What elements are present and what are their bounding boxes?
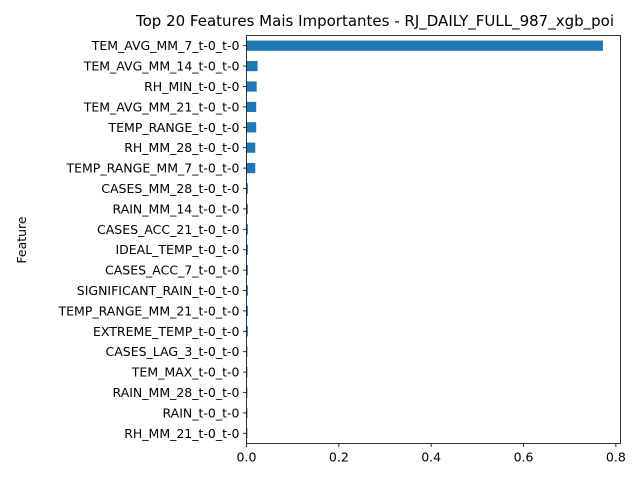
y-tick-label: RH_MM_28_t-0_t-0 xyxy=(124,140,239,155)
bar-3 xyxy=(246,101,257,112)
x-tick-label: 0.8 xyxy=(606,450,626,465)
bar-6 xyxy=(246,163,256,174)
y-tick-label: RH_MM_21_t-0_t-0 xyxy=(124,426,239,441)
bar-9 xyxy=(246,224,248,235)
chart-title: Top 20 Features Mais Importantes - RJ_DA… xyxy=(135,12,614,31)
y-tick-label: RH_MIN_t-0_t-0 xyxy=(144,79,239,94)
bar-0 xyxy=(246,40,603,51)
bar-13 xyxy=(246,305,248,316)
bar-17 xyxy=(246,387,248,398)
bar-11 xyxy=(246,265,248,276)
bar-18 xyxy=(246,407,248,418)
y-tick-label: CASES_LAG_3_t-0_t-0 xyxy=(106,344,240,359)
y-axis-label: Feature xyxy=(14,216,29,264)
y-tick-label: TEMP_RANGE_t-0_t-0 xyxy=(108,120,240,135)
x-tick-label: 0.0 xyxy=(237,450,257,465)
y-tick-labels: TEM_AVG_MM_7_t-0_t-0 TEM_AVG_MM_14_t-0_t-… xyxy=(58,38,247,441)
y-tick-label: CASES_ACC_21_t-0_t-0 xyxy=(97,222,240,237)
y-tick-label: TEM_AVG_MM_14_t-0_t-0 xyxy=(83,59,240,74)
y-tick-label: EXTREME_TEMP_t-0_t-0 xyxy=(93,324,240,339)
y-tick-label: TEM_MAX_t-0_t-0 xyxy=(131,365,240,380)
bars-group xyxy=(246,40,603,439)
y-tick-label: RAIN_MM_14_t-0_t-0 xyxy=(113,201,240,216)
y-tick-label: TEMP_RANGE_MM_21_t-0_t-0 xyxy=(58,303,240,318)
bar-14 xyxy=(246,326,248,337)
y-tick-label: IDEAL_TEMP_t-0_t-0 xyxy=(115,242,239,257)
bar-19 xyxy=(246,428,248,439)
axes-frame xyxy=(246,35,621,444)
bar-1 xyxy=(246,61,258,72)
y-tick-label: TEMP_RANGE_MM_7_t-0_t-0 xyxy=(65,161,239,176)
bar-15 xyxy=(246,346,248,357)
x-ticks: 0.0 0.2 0.4 0.6 0.8 xyxy=(237,443,626,465)
y-tick-label: CASES_MM_28_t-0_t-0 xyxy=(101,181,239,196)
y-tick-label: TEM_AVG_MM_21_t-0_t-0 xyxy=(83,99,240,114)
bar-5 xyxy=(246,142,256,153)
x-tick-label: 0.4 xyxy=(421,450,441,465)
x-tick-label: 0.6 xyxy=(514,450,534,465)
y-tick-label: SIGNIFICANT_RAIN_t-0_t-0 xyxy=(77,283,240,298)
bar-7 xyxy=(246,183,248,194)
y-tick-label: RAIN_t-0_t-0 xyxy=(163,405,240,420)
y-tick-label: CASES_ACC_7_t-0_t-0 xyxy=(105,263,240,278)
y-tick-label: RAIN_MM_28_t-0_t-0 xyxy=(113,385,240,400)
bar-8 xyxy=(246,203,248,214)
bar-2 xyxy=(246,81,257,92)
bar-16 xyxy=(246,367,248,378)
x-tick-label: 0.2 xyxy=(329,450,349,465)
bar-10 xyxy=(246,244,248,255)
bar-4 xyxy=(246,122,257,133)
y-tick-label: TEM_AVG_MM_7_t-0_t-0 xyxy=(91,38,240,53)
bar-12 xyxy=(246,285,248,296)
